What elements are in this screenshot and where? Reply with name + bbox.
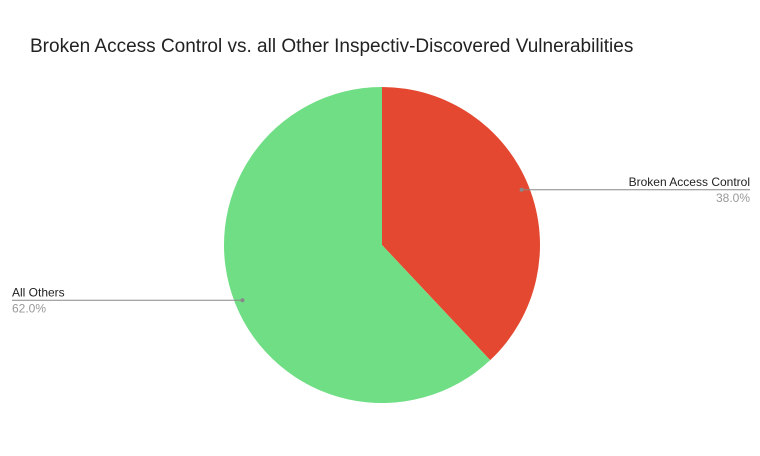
- pie-slice: [223, 87, 491, 403]
- slice-label: All Others: [12, 285, 65, 299]
- chart-title: Broken Access Control vs. all Other Insp…: [30, 36, 633, 57]
- pie-slice: [382, 87, 540, 361]
- slice-label: Broken Access Control: [629, 175, 750, 189]
- leader-dot: [240, 298, 245, 303]
- slice-value-label: 38.0%: [716, 191, 750, 205]
- leader-dot: [519, 187, 524, 192]
- slice-value-label: 62.0%: [12, 301, 46, 315]
